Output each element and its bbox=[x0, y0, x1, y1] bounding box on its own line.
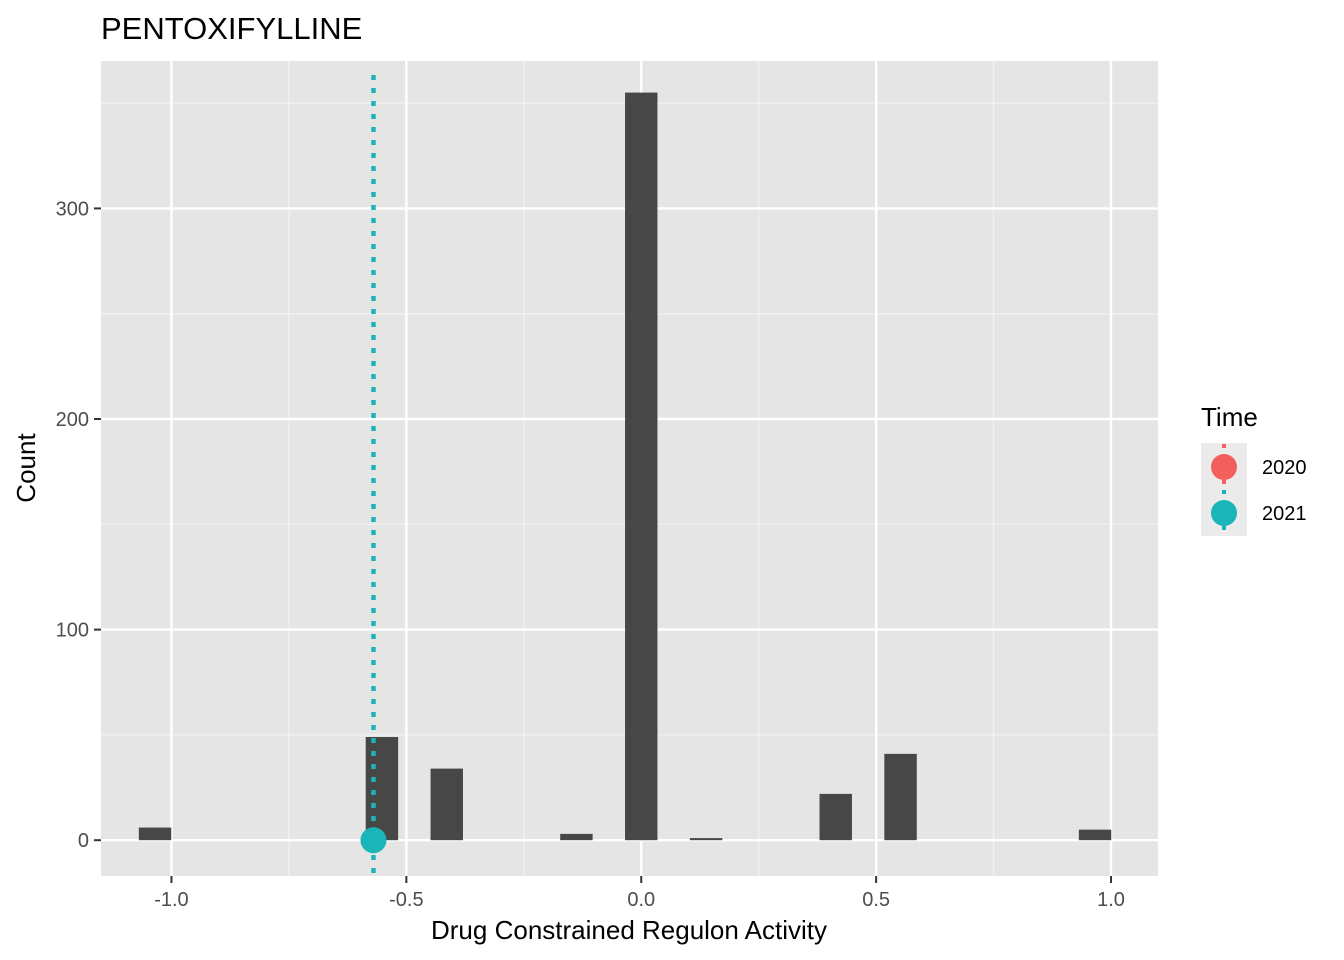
legend-title: Time bbox=[1201, 402, 1258, 432]
histogram-bar bbox=[138, 827, 172, 841]
y-tick-label: 300 bbox=[56, 198, 89, 220]
histogram-bar bbox=[884, 753, 917, 841]
x-tick-label: -1.0 bbox=[154, 889, 188, 911]
histogram-bars bbox=[138, 92, 1112, 841]
x-tick-label: 1.0 bbox=[1097, 889, 1125, 911]
y-axis: 0 100 200 300 bbox=[56, 198, 101, 852]
y-tick-label: 0 bbox=[78, 830, 89, 852]
x-axis-label: Drug Constrained Regulon Activity bbox=[431, 915, 827, 945]
legend-key-point-2021 bbox=[1211, 500, 1237, 526]
histogram-bar bbox=[819, 793, 852, 841]
histogram-bar bbox=[689, 838, 723, 841]
y-tick-label: 200 bbox=[56, 409, 89, 431]
x-axis: -1.0 -0.5 0.0 0.5 1.0 bbox=[154, 876, 1125, 911]
legend-label-2021: 2021 bbox=[1262, 503, 1307, 525]
legend: Time 2020 2021 bbox=[1201, 402, 1307, 536]
x-tick-label: -0.5 bbox=[389, 889, 423, 911]
x-tick-label: 0.5 bbox=[862, 889, 890, 911]
chart-title: PENTOXIFYLLINE bbox=[101, 11, 362, 46]
marker-point-2021 bbox=[360, 827, 387, 854]
legend-label-2020: 2020 bbox=[1262, 457, 1307, 479]
histogram-bar bbox=[365, 737, 399, 841]
markers bbox=[360, 75, 387, 876]
y-tick-label: 100 bbox=[56, 620, 89, 642]
histogram-bar bbox=[430, 768, 463, 841]
histogram-bar bbox=[560, 833, 593, 841]
histogram-bar bbox=[1078, 829, 1112, 841]
x-tick-label: 0.0 bbox=[627, 889, 655, 911]
legend-key-point-2020 bbox=[1211, 454, 1237, 480]
legend-keys: 2020 2021 bbox=[1201, 443, 1307, 536]
histogram-bar bbox=[625, 92, 658, 841]
y-axis-label: Count bbox=[11, 433, 41, 503]
